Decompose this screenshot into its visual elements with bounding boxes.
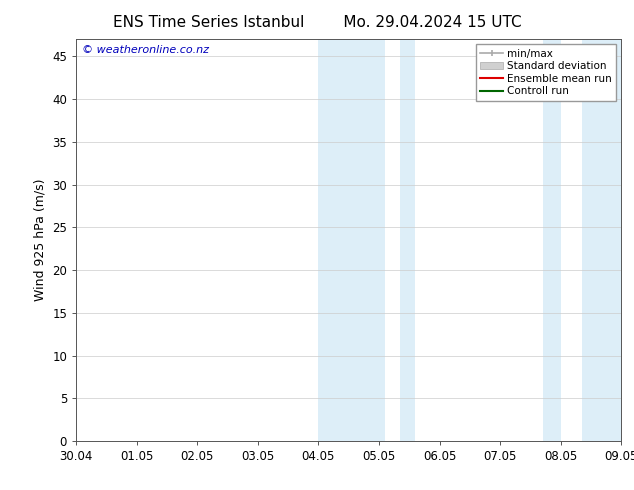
Bar	[400, 39, 415, 441]
Y-axis label: Wind 925 hPa (m/s): Wind 925 hPa (m/s)	[34, 179, 47, 301]
Legend: min/max, Standard deviation, Ensemble mean run, Controll run: min/max, Standard deviation, Ensemble me…	[476, 45, 616, 100]
Text: © weatheronline.co.nz: © weatheronline.co.nz	[82, 45, 209, 55]
Bar	[318, 39, 385, 441]
Bar	[543, 39, 560, 441]
Text: ENS Time Series Istanbul        Mo. 29.04.2024 15 UTC: ENS Time Series Istanbul Mo. 29.04.2024 …	[113, 15, 521, 30]
Bar	[582, 39, 621, 441]
